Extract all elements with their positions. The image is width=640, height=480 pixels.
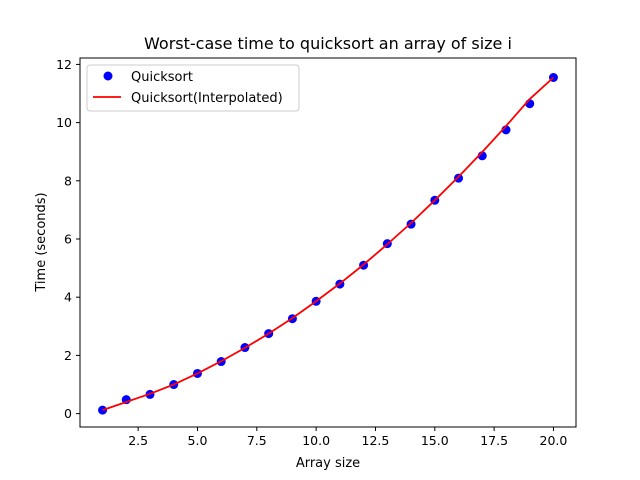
y-tick-label: 12 xyxy=(56,57,72,72)
x-tick-label: 17.5 xyxy=(480,433,508,448)
x-axis-label: Array size xyxy=(296,456,360,471)
interpolated-line xyxy=(102,76,555,411)
x-tick-label: 2.5 xyxy=(128,433,148,448)
y-axis-label: Time (seconds) xyxy=(34,192,49,292)
x-tick-label: 15.0 xyxy=(421,433,449,448)
chart-title: Worst-case time to quicksort an array of… xyxy=(144,34,512,53)
legend-label-quicksort: Quicksort xyxy=(131,70,193,85)
y-tick-label: 10 xyxy=(56,115,72,130)
plot-area xyxy=(80,58,576,427)
x-tick-label: 7.5 xyxy=(247,433,267,448)
legend-frame xyxy=(86,64,300,112)
legend-label-interpolated: Quicksort(Interpolated) xyxy=(131,91,283,106)
plot-frame xyxy=(79,57,577,428)
y-axis: 0 2 4 6 8 10 12 xyxy=(56,57,80,421)
x-tick-label: 12.5 xyxy=(362,433,390,448)
x-axis: 2.5 5.0 7.5 10.0 12.5 15.0 17.5 20.0 xyxy=(128,427,567,448)
legend: Quicksort Quicksort(Interpolated) xyxy=(86,64,300,112)
legend-marker-quicksort xyxy=(103,71,113,81)
series-layer xyxy=(98,72,558,415)
quicksort-point xyxy=(98,405,108,415)
x-tick-label: 10.0 xyxy=(302,433,330,448)
y-tick-label: 8 xyxy=(64,173,72,188)
y-tick-label: 2 xyxy=(64,348,72,363)
y-tick-label: 6 xyxy=(64,232,72,247)
y-tick-label: 4 xyxy=(64,290,72,305)
y-tick-label: 0 xyxy=(64,406,72,421)
x-tick-label: 5.0 xyxy=(188,433,208,448)
quicksort-point xyxy=(454,173,464,183)
x-tick-label: 20.0 xyxy=(540,433,568,448)
